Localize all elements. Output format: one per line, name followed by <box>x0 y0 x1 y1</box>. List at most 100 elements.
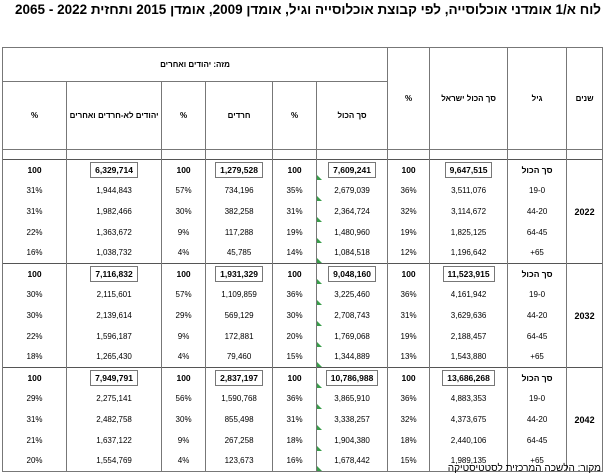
age-row: 19-0 4,883,353 36% 3,865,910 36% 1,590,768 56%… <box>1 387 603 409</box>
pct-header: % <box>161 81 206 150</box>
pct4-cell: 21% <box>1 429 67 451</box>
pct4-cell: 31% <box>1 200 67 222</box>
pct4-cell: 29% <box>1 387 67 409</box>
pct4-cell: 16% <box>1 242 67 264</box>
pct2-cell: 19% <box>272 221 317 243</box>
table-title: לוח א/1 אומדני אוכלוסייה, לפי קבוצת אוכל… <box>15 2 601 17</box>
total-israel-cell: 4,161,942 <box>429 283 508 305</box>
non-haredi-cell: 7,949,791 <box>66 367 162 388</box>
pct1-cell: 12% <box>387 242 430 264</box>
pct1-cell: 15% <box>387 450 430 472</box>
age-cell: 44-20 <box>507 304 567 326</box>
total-israel-cell: 13,686,268 <box>429 367 508 388</box>
age-cell: 19-0 <box>507 387 567 409</box>
age-row: 44-20 4,373,675 32% 3,338,257 31% 855,498 30% 2… <box>1 408 603 430</box>
pct2-cell: 100 <box>272 159 317 180</box>
total-cell: 2,708,743 <box>316 304 388 326</box>
pct1-cell: 100 <box>387 263 430 284</box>
total-cell: 1,769,068 <box>316 325 388 347</box>
pct2-cell: 20% <box>272 325 317 347</box>
pct3-cell: 9% <box>161 429 206 451</box>
pct3-cell: 9% <box>161 221 206 243</box>
total-row: 2042 סך הכול 13,686,268 100 10,786,988 100 2,8… <box>1 367 604 472</box>
total-cell: 10,786,988 <box>316 367 388 388</box>
pct1-cell: 19% <box>387 221 430 243</box>
total-header: סך הכול <box>316 81 388 150</box>
pct3-cell: 100 <box>161 367 206 388</box>
total-cell: 3,338,257 <box>316 408 388 430</box>
pct1-cell: 36% <box>387 179 430 201</box>
age-row: 64-45 1,825,125 19% 1,480,960 19% 117,288 9% 1,… <box>1 221 603 243</box>
of-which-header: מזה: יהודים ואחרים <box>1 47 388 82</box>
pct2-cell: 14% <box>272 242 317 264</box>
pct2-cell: 30% <box>272 304 317 326</box>
total-cell: 1,678,442 <box>316 450 388 472</box>
total-israel-cell: 9,647,515 <box>429 159 508 180</box>
age-cell: 65+ <box>507 242 567 264</box>
haredim-cell: 734,196 <box>205 179 273 201</box>
total-israel-cell: 2,440,106 <box>429 429 508 451</box>
haredim-cell: 123,673 <box>205 450 273 472</box>
total-israel-cell: 3,114,672 <box>429 200 508 222</box>
non-haredi-cell: 7,116,832 <box>66 263 162 284</box>
non-haredi-total-box: 6,329,714 <box>90 161 138 178</box>
age-row: 65+ 1,543,880 13% 1,344,889 15% 79,460 4% 1,265… <box>1 346 603 368</box>
pct4-cell: 20% <box>1 450 67 472</box>
total-cell: 2,364,724 <box>316 200 388 222</box>
age-row: 44-20 3,629,636 31% 2,708,743 30% 569,129 29% 2… <box>1 304 603 326</box>
non-haredi-total-box: 7,949,791 <box>90 369 138 386</box>
pct4-cell: 31% <box>1 179 67 201</box>
pct3-cell: 100 <box>161 263 206 284</box>
pct4-cell: 100 <box>1 159 67 180</box>
age-cell: 44-20 <box>507 200 567 222</box>
pct4-cell: 30% <box>1 283 67 305</box>
haredim-cell: 1,279,528 <box>205 159 273 180</box>
total-total-box: 10,786,988 <box>325 369 379 386</box>
pct2-cell: 36% <box>272 387 317 409</box>
year-label: 2032 <box>566 263 604 368</box>
non-haredi-cell: 1,554,769 <box>66 450 162 472</box>
population-table: שנים גיל סך הכול ישראל % מזה: יהודים ואח… <box>1 47 604 472</box>
pct2-cell: 100 <box>272 263 317 284</box>
total-total-box: 9,048,160 <box>328 265 376 282</box>
age-cell: 19-0 <box>507 179 567 201</box>
total-cell: 1,904,380 <box>316 429 388 451</box>
age-cell: סך הכול <box>507 367 567 388</box>
pct2-cell: 18% <box>272 429 317 451</box>
age-cell: 65+ <box>507 450 567 472</box>
pct4-cell: 22% <box>1 325 67 347</box>
haredim-cell: 569,129 <box>205 304 273 326</box>
pct1-cell: 13% <box>387 346 430 368</box>
pct2-cell: 100 <box>272 367 317 388</box>
age-cell: 19-0 <box>507 283 567 305</box>
pct4-cell: 100 <box>1 263 67 284</box>
pct4-cell: 100 <box>1 367 67 388</box>
age-cell: 64-45 <box>507 325 567 347</box>
pct3-cell: 4% <box>161 242 206 264</box>
pct-header: % <box>1 81 67 150</box>
pct3-cell: 57% <box>161 283 206 305</box>
total-israel-cell: 3,511,076 <box>429 179 508 201</box>
total-israel-cell: 1,825,125 <box>429 221 508 243</box>
haredim-total-box: 1,279,528 <box>215 161 263 178</box>
pct1-cell: 100 <box>387 367 430 388</box>
total-israel-cell: 1,989,135 <box>429 450 508 472</box>
pct1-cell: 18% <box>387 429 430 451</box>
haredim-cell: 45,785 <box>205 242 273 264</box>
non-haredi-cell: 1,637,122 <box>66 429 162 451</box>
pct1-cell: 32% <box>387 408 430 430</box>
haredim-cell: 1,590,768 <box>205 387 273 409</box>
haredim-cell: 2,837,197 <box>205 367 273 388</box>
non-haredi-cell: 1,944,843 <box>66 179 162 201</box>
non-haredi-cell: 1,038,732 <box>66 242 162 264</box>
total-cell: 1,480,960 <box>316 221 388 243</box>
age-row: 19-0 4,161,942 36% 3,225,460 36% 1,109,859 57%… <box>1 283 603 305</box>
pct-header: % <box>387 47 430 150</box>
pct-header: % <box>272 81 317 150</box>
haredim-cell: 855,498 <box>205 408 273 430</box>
non-haredi-cell: 2,139,614 <box>66 304 162 326</box>
pct1-cell: 36% <box>387 283 430 305</box>
age-cell: סך הכול <box>507 263 567 284</box>
age-row: 64-45 2,188,457 19% 1,769,068 20% 172,881 9% 1,… <box>1 325 603 347</box>
pct2-cell: 15% <box>272 346 317 368</box>
